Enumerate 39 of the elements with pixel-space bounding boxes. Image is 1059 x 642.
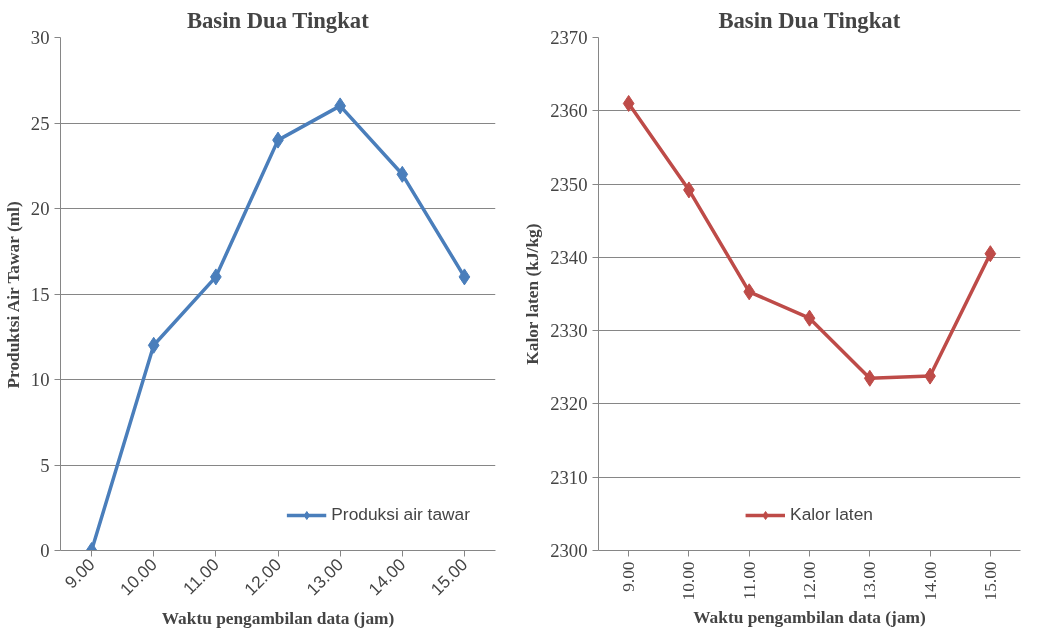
point <box>743 283 756 301</box>
y-tick-label: 2300 <box>550 540 588 561</box>
y-tick-label: 25 <box>30 112 50 134</box>
y-tick-label: 2370 <box>550 27 588 48</box>
y-tick-label: 2360 <box>550 100 588 122</box>
y-tick-label: 0 <box>40 540 50 561</box>
chart-title: Basin Dua Tingkat <box>718 7 901 33</box>
x-axis-title: Waktu pengambilan data (jam) <box>161 608 395 628</box>
y-tick-label: 2320 <box>550 393 588 415</box>
point <box>458 268 471 286</box>
x-tick-label: 15.00 <box>980 561 1000 601</box>
y-tick-label: 30 <box>30 27 50 48</box>
x-tick-label: 10.00 <box>679 561 699 601</box>
point <box>622 94 635 112</box>
legend-label: Produksi air tawar <box>331 504 470 525</box>
x-tick-label: 14.00 <box>920 561 940 601</box>
point <box>984 245 997 263</box>
point <box>396 165 409 183</box>
y-tick-label: 20 <box>30 198 50 219</box>
x-tick-label: 9.00 <box>60 554 99 593</box>
point <box>863 369 876 387</box>
point <box>147 336 160 354</box>
legend-label: Kalor laten <box>790 504 873 525</box>
x-tick-label: 13.00 <box>860 561 880 601</box>
y-axis-title: Kalor laten (kJ/kg) <box>523 223 543 365</box>
y-tick-label: 15 <box>30 283 50 305</box>
point <box>803 309 816 327</box>
x-tick-label: 9.00 <box>619 561 639 592</box>
y-tick-label: 2350 <box>550 173 588 195</box>
y-axis-title: Produktsi Air Tawar (ml) <box>3 201 23 389</box>
chart-title: Basin Dua Tingkat <box>186 7 370 33</box>
x-axis-title: Waktu pengambilan data (jam) <box>693 608 926 628</box>
x-tick-label: 11.00 <box>739 561 759 600</box>
y-tick-label: 2330 <box>550 320 588 342</box>
y-tick-label: 2340 <box>550 246 588 268</box>
x-tick-label: 12.00 <box>800 561 819 601</box>
y-tick-label: 10 <box>30 369 50 390</box>
y-tick-label: 5 <box>40 454 50 476</box>
y-tick-label: 2310 <box>550 466 588 488</box>
